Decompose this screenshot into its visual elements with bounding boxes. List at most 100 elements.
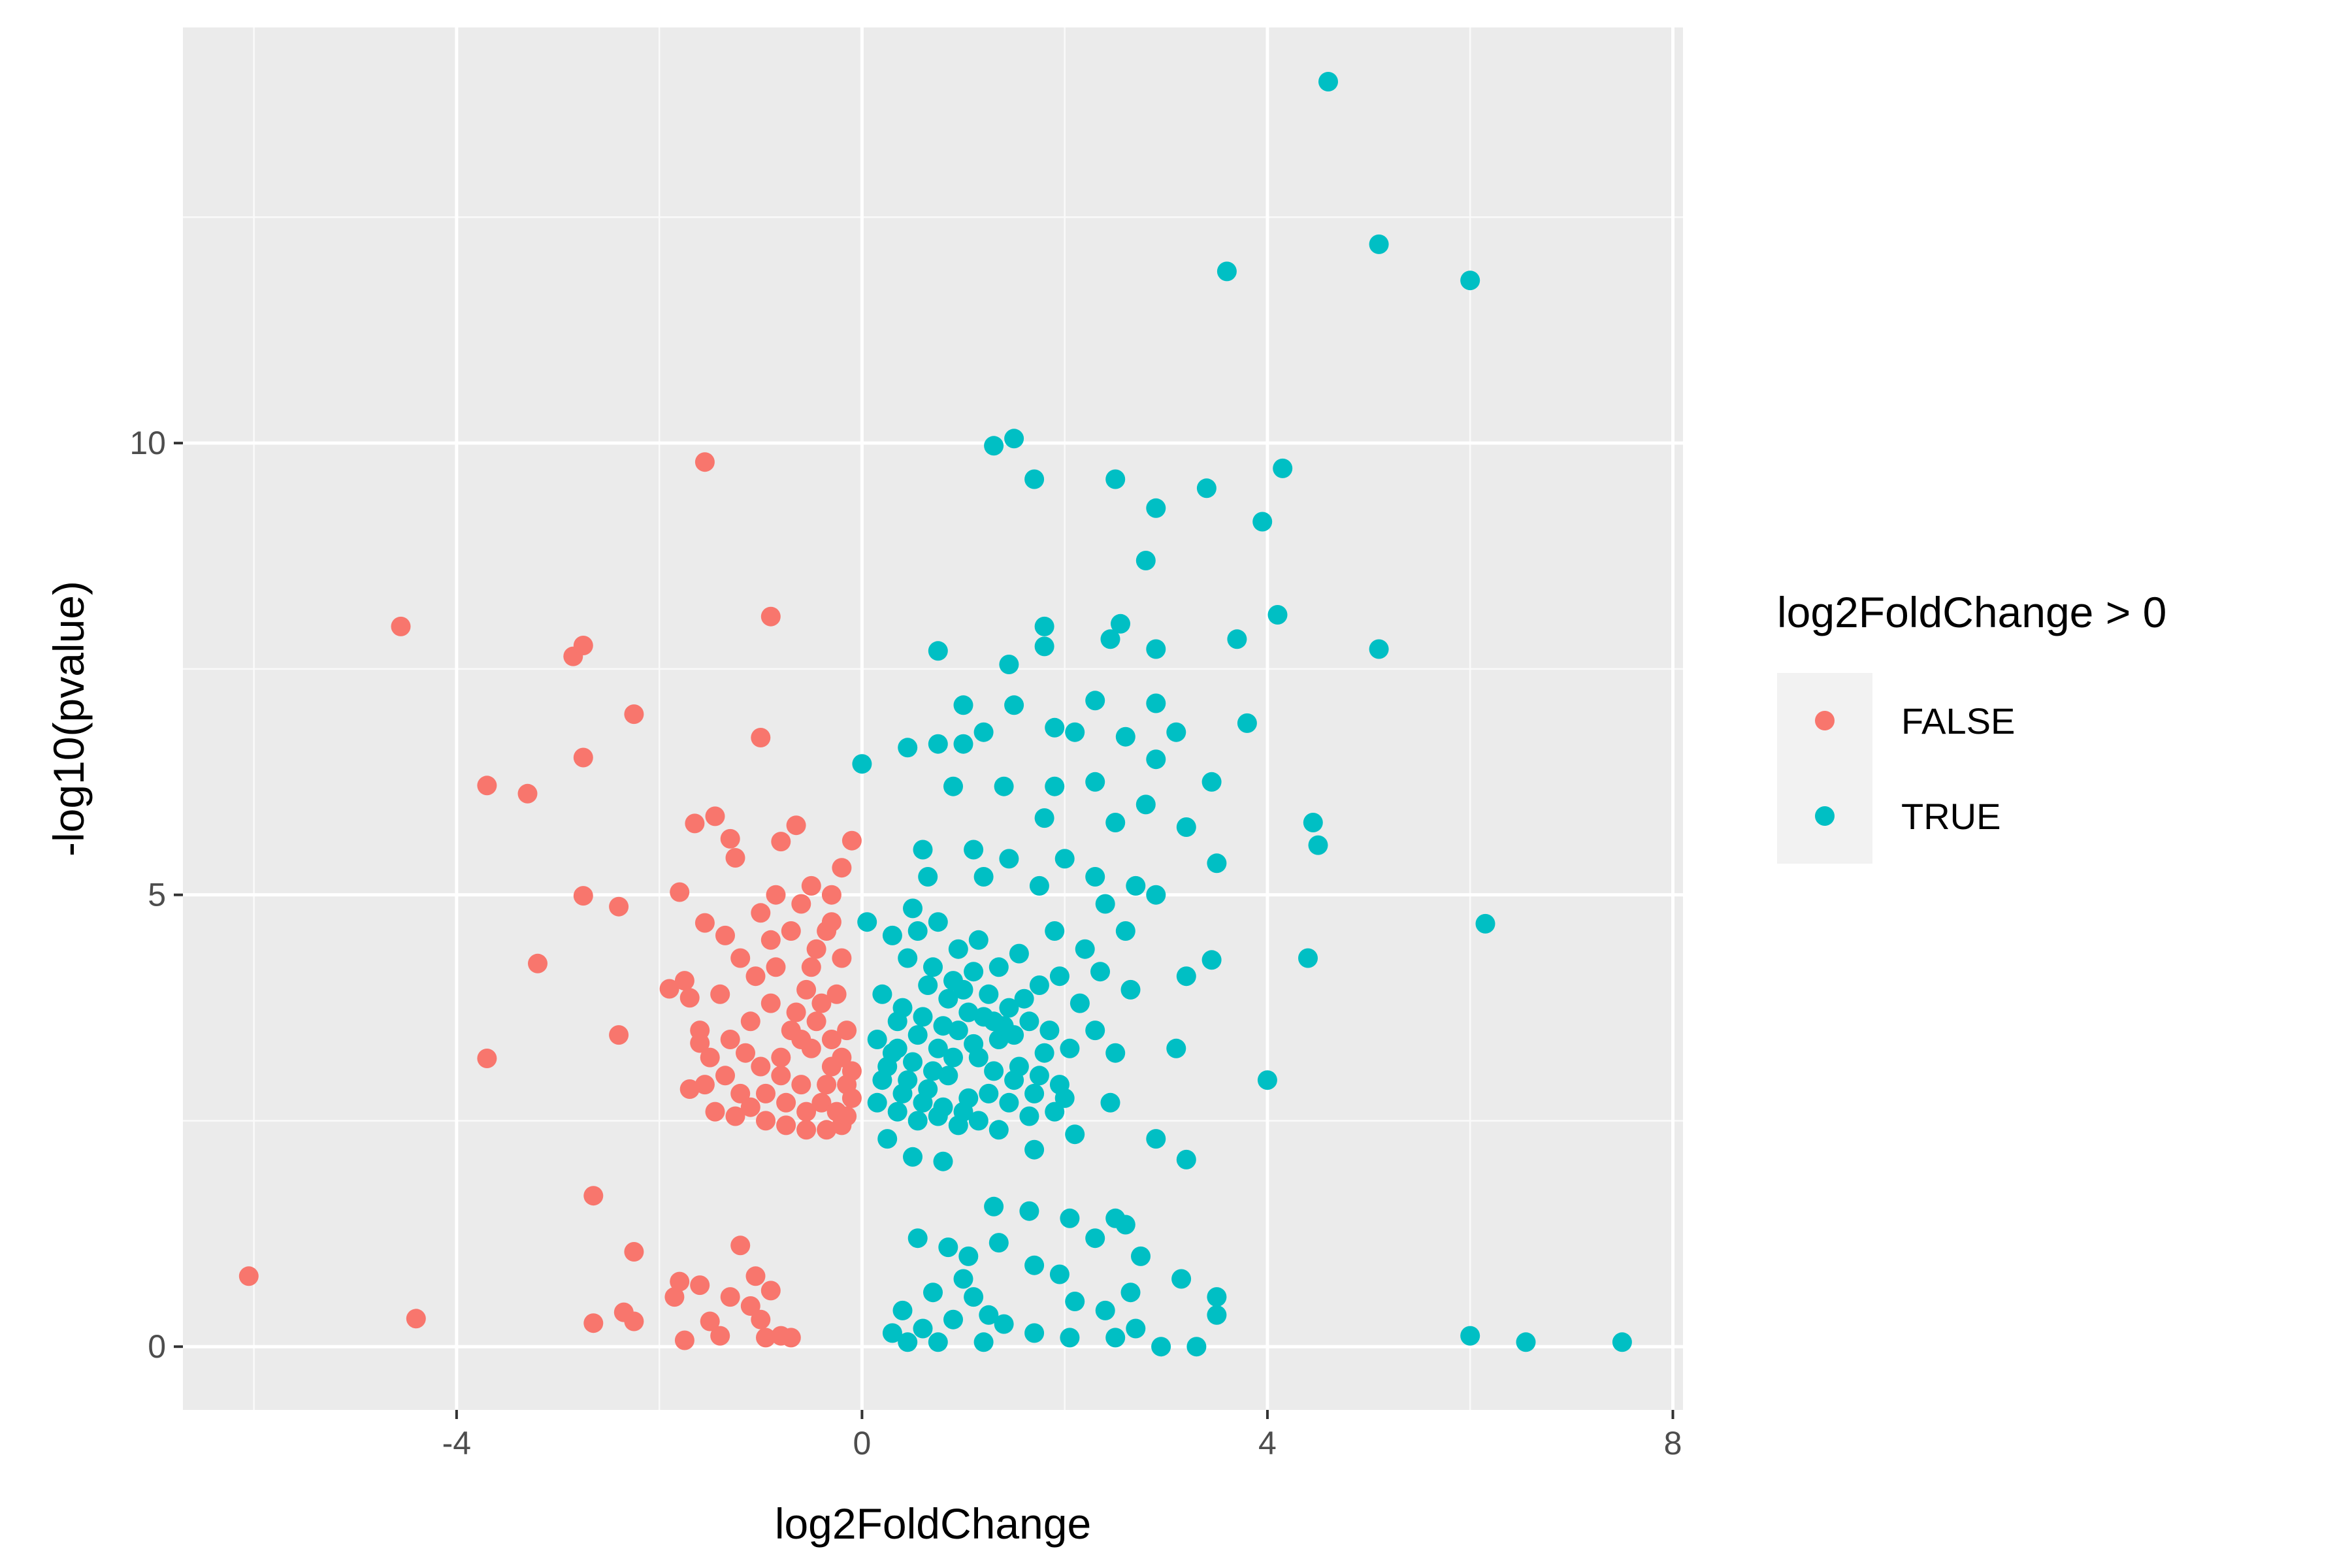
point-true	[1146, 1129, 1166, 1149]
point-false	[573, 636, 593, 655]
point-true	[1085, 691, 1105, 711]
point-true	[1146, 885, 1166, 905]
point-true	[1095, 1300, 1115, 1320]
x-tick-label: 8	[1664, 1425, 1682, 1462]
point-true	[867, 1030, 887, 1049]
point-true	[907, 1025, 928, 1045]
point-true	[979, 1083, 999, 1103]
point-true	[1257, 1070, 1277, 1090]
point-false	[730, 1235, 751, 1256]
point-true	[1024, 1323, 1045, 1343]
point-true	[1308, 835, 1328, 855]
point-false	[583, 1186, 604, 1206]
point-false	[700, 1311, 720, 1331]
y-tick-label: 10	[129, 425, 166, 461]
point-true	[1019, 1201, 1039, 1221]
point-true	[1054, 1088, 1075, 1108]
point-false	[832, 858, 852, 878]
point-true	[1049, 1264, 1070, 1284]
point-true	[1105, 469, 1126, 489]
point-true	[907, 921, 928, 941]
point-true	[1065, 722, 1085, 742]
point-true	[973, 867, 994, 887]
point-true	[953, 695, 973, 715]
point-true	[1273, 458, 1293, 478]
point-true	[999, 655, 1019, 674]
point-true	[1131, 1246, 1151, 1266]
x-axis-title: log2FoldChange	[775, 1499, 1091, 1548]
point-true	[1252, 512, 1273, 532]
point-true	[1516, 1332, 1536, 1352]
point-false	[528, 953, 547, 973]
point-false	[694, 913, 715, 933]
point-false	[841, 1088, 862, 1108]
point-true	[1085, 867, 1105, 887]
point-false	[796, 979, 817, 1000]
point-true	[948, 1021, 968, 1041]
point-true	[1217, 261, 1237, 282]
point-true	[1024, 1083, 1045, 1103]
point-false	[406, 1309, 426, 1329]
point-true	[1024, 469, 1045, 489]
point-false	[694, 452, 715, 472]
point-false	[664, 1287, 685, 1307]
point-false	[817, 1075, 837, 1095]
point-true	[1075, 939, 1095, 959]
point-false	[826, 984, 847, 1004]
point-true	[1085, 1228, 1105, 1249]
point-true	[1146, 693, 1166, 713]
point-true	[923, 957, 943, 977]
point-true	[877, 1129, 898, 1149]
point-true	[1227, 629, 1247, 649]
point-true	[979, 1305, 999, 1325]
point-true	[953, 1102, 973, 1122]
point-false	[690, 1275, 710, 1296]
point-true	[1090, 962, 1110, 982]
point-true	[994, 1314, 1014, 1334]
point-true	[913, 840, 933, 860]
point-true	[1369, 639, 1389, 659]
point-true	[938, 1066, 958, 1086]
point-true	[923, 1282, 943, 1303]
point-false	[841, 1061, 862, 1081]
point-true	[882, 925, 902, 945]
y-tick-label: 0	[148, 1328, 166, 1365]
point-false	[817, 1120, 837, 1140]
point-true	[1207, 853, 1227, 874]
point-true	[913, 1318, 933, 1339]
point-true	[984, 1011, 1004, 1032]
point-true	[964, 1034, 984, 1054]
legend-label-false: FALSE	[1901, 700, 2015, 742]
point-true	[918, 867, 938, 887]
point-true	[984, 1196, 1004, 1217]
point-false	[751, 1309, 771, 1330]
point-true	[918, 975, 938, 995]
point-true	[948, 939, 968, 959]
point-true	[903, 1147, 923, 1167]
point-true	[903, 898, 923, 919]
point-false	[760, 1281, 781, 1301]
point-true	[1019, 1106, 1039, 1126]
legend: log2FoldChange > 0 FALSE TRUE	[1777, 588, 2166, 864]
point-false	[786, 1002, 806, 1022]
point-true	[973, 1332, 994, 1352]
point-false	[771, 1047, 791, 1068]
point-true	[1100, 1092, 1120, 1113]
point-false	[624, 704, 644, 725]
point-true	[882, 1323, 902, 1343]
point-true	[872, 984, 892, 1004]
point-true	[1176, 1149, 1196, 1169]
point-false	[720, 1030, 740, 1049]
point-true	[887, 1102, 907, 1122]
point-false	[791, 1075, 811, 1095]
point-true	[943, 1047, 963, 1068]
point-true	[1105, 1328, 1126, 1348]
x-tick-label: -4	[442, 1425, 471, 1462]
point-false	[745, 966, 766, 987]
y-axis: 0 5 10	[129, 425, 183, 1365]
point-false	[705, 1102, 725, 1122]
point-false	[766, 885, 786, 905]
point-false	[841, 830, 862, 851]
point-true	[1115, 1215, 1135, 1235]
point-false	[674, 1330, 694, 1350]
